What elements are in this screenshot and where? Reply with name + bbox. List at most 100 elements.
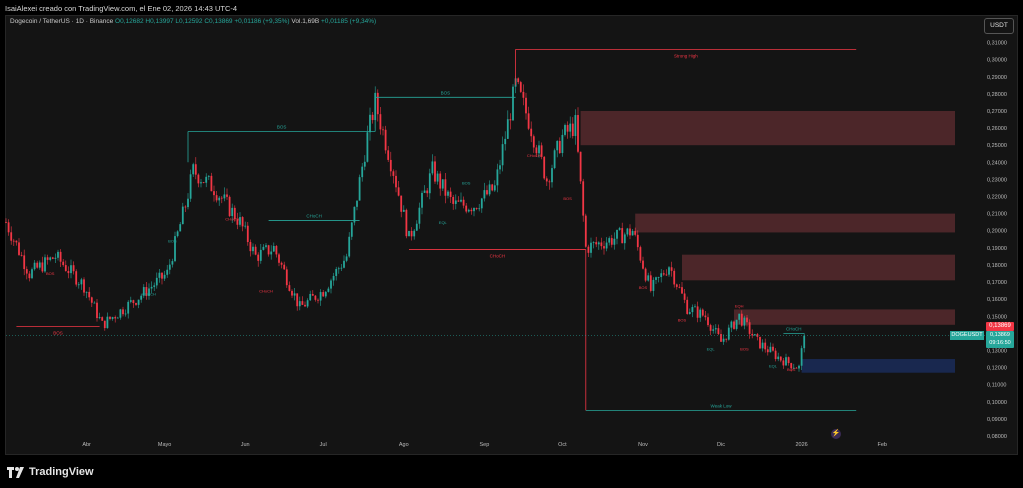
x-tick-label: Abr (82, 442, 91, 448)
candle-down (725, 338, 728, 340)
candle-up (319, 292, 322, 301)
candle-down (392, 171, 395, 176)
candle-down (226, 194, 228, 197)
candle-up (181, 206, 184, 225)
volume-label: Vol.1,69B (291, 18, 320, 25)
flash-icon[interactable]: ⚡ (831, 429, 841, 439)
x-tick-label: Jul (320, 442, 327, 448)
candle-up (343, 260, 345, 268)
tradingview-logo[interactable]: TradingView (7, 464, 94, 480)
candle-up (800, 348, 803, 366)
structure-label: BOS (53, 331, 63, 336)
candle-up (574, 115, 577, 137)
small-structure-label: CHoCH (527, 153, 541, 158)
chart-caption: IsaiAlexei creado con TradingView.com, e… (5, 4, 238, 13)
candle-down (202, 182, 205, 183)
candle-up (324, 291, 327, 297)
candle-up (306, 300, 309, 307)
candle-down (194, 164, 197, 175)
candle-down (543, 156, 546, 179)
x-tick-label: Jun (241, 442, 250, 448)
currency-button[interactable]: USDT (984, 18, 1014, 34)
candle-up (694, 306, 696, 308)
candle-down (161, 272, 163, 279)
candle-down (23, 255, 26, 270)
y-tick-label: 0,13000 (987, 348, 1007, 354)
ohlc-high: H0,13997 (145, 18, 174, 25)
countdown-time: 09:16:50 (989, 340, 1011, 346)
candle-up (140, 295, 143, 300)
candle-down (519, 82, 522, 92)
candle-up (57, 251, 59, 258)
candle-up (561, 134, 564, 154)
candle-down (683, 293, 686, 300)
candle-down (558, 140, 561, 154)
candle-up (150, 286, 153, 289)
candle-up (49, 257, 52, 260)
candle-up (124, 313, 127, 315)
candle-up (496, 169, 499, 186)
candle-down (662, 273, 665, 275)
structure-label: BOS (277, 125, 287, 130)
candle-up (504, 138, 507, 145)
candle-down (670, 267, 673, 271)
candle-down (603, 246, 605, 249)
symbol-tag: DOGEUSDT (950, 331, 984, 340)
candle-up (200, 182, 202, 184)
candle-down (486, 190, 488, 195)
candle-down (283, 264, 286, 270)
candle-up (769, 346, 772, 353)
candle-up (332, 275, 335, 281)
candle-down (15, 240, 18, 243)
candle-down (673, 270, 676, 285)
candle-up (480, 198, 483, 209)
candle-up (657, 277, 660, 278)
candle-down (582, 181, 585, 216)
candle-down (90, 297, 93, 303)
x-tick-label: Mayo (158, 442, 171, 448)
candle-up (252, 246, 254, 252)
small-structure-label: BOS (639, 285, 648, 290)
candle-up (116, 317, 119, 319)
candle-up (415, 223, 418, 231)
candle-down (278, 254, 280, 263)
candle-down (748, 322, 751, 334)
candle-down (215, 195, 218, 201)
candle-down (64, 265, 67, 271)
candle-up (467, 209, 470, 212)
plot-area[interactable] (5, 15, 1018, 455)
candle-down (629, 228, 631, 236)
candle-up (223, 194, 226, 199)
y-tick-label: 0,22000 (987, 195, 1007, 201)
candle-down (249, 242, 252, 252)
candle-up (293, 293, 296, 296)
candle-down (621, 228, 624, 244)
candle-down (135, 303, 137, 305)
candle-up (54, 257, 57, 259)
candle-down (379, 114, 382, 130)
supply-zone (580, 110, 955, 146)
y-tick-label: 0,16000 (987, 297, 1007, 303)
candle-down (296, 293, 299, 307)
candle-down (746, 317, 748, 323)
candle-down (395, 175, 397, 188)
candle-down (101, 317, 104, 321)
candle-down (540, 145, 543, 157)
candle-down (254, 246, 257, 255)
candle-down (639, 247, 642, 261)
candle-up (187, 198, 189, 208)
candle-up (688, 312, 691, 314)
candle-up (616, 229, 618, 239)
candle-down (387, 150, 390, 160)
candle-up (77, 284, 80, 286)
candle-down (444, 179, 447, 196)
candle-up (597, 242, 600, 245)
y-tick-label: 0,12000 (987, 366, 1007, 372)
candle-up (727, 327, 730, 340)
symbol-legend[interactable]: Dogecoin / TetherUS · 1D · Binance O0,12… (10, 18, 376, 25)
candle-up (798, 365, 800, 369)
candle-down (522, 91, 525, 98)
candle-down (665, 274, 668, 276)
